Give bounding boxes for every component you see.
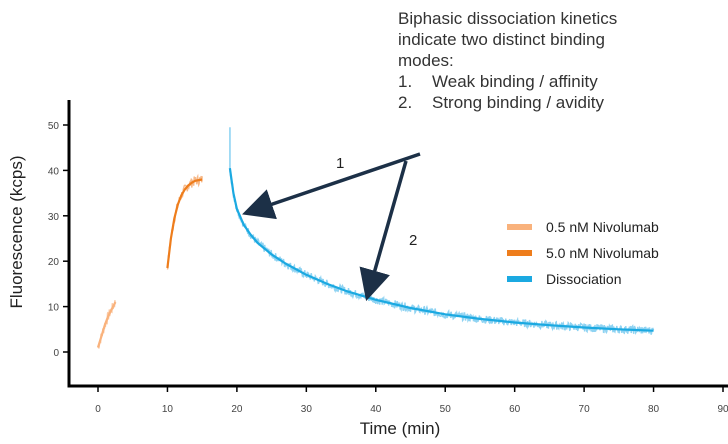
legend-swatch <box>507 250 532 256</box>
axes <box>67 100 728 388</box>
legend-label: Dissociation <box>546 271 621 287</box>
x-tick-label: 50 <box>440 404 452 415</box>
legend-swatch <box>507 224 532 230</box>
annotation-list-item: 1. Weak binding / affinity <box>398 71 728 92</box>
y-tick-label: 10 <box>48 303 60 314</box>
annotation-line: modes: <box>398 51 454 70</box>
y-axis-label: Fluorescence (kcps) <box>7 155 26 308</box>
y-tick-label: 40 <box>48 166 60 177</box>
arrow-label-1: 1 <box>336 155 344 172</box>
annotation-arrows: 12 <box>242 152 421 302</box>
legend-label: 5.0 nM Nivolumab <box>546 245 659 261</box>
x-tick-label: 60 <box>509 404 521 415</box>
y-tick-label: 30 <box>48 212 60 223</box>
x-tick-label: 0 <box>95 404 101 415</box>
y-tick-label: 50 <box>48 121 60 132</box>
arrow-2 <box>359 160 408 302</box>
series-fit-line <box>166 178 203 269</box>
ticks: 0 10 20 30 40 50 60 70 80 90 0 10 20 30 40 50 <box>48 121 728 415</box>
annotation-line: Biphasic dissociation kinetics <box>398 9 618 28</box>
series-fit-line <box>96 301 117 348</box>
series-fit-line <box>228 167 654 332</box>
x-tick-label: 10 <box>162 404 174 415</box>
x-tick-label: 30 <box>301 404 313 415</box>
annotation-list-item: 2. Strong binding / avidity <box>398 92 728 113</box>
x-axis-label: Time (min) <box>360 419 441 438</box>
legend-swatch <box>507 276 532 282</box>
legend: 0.5 nM Nivolumab 5.0 nM Nivolumab Dissocia… <box>507 219 659 287</box>
arrow-1 <box>242 152 421 220</box>
x-tick-label: 20 <box>231 404 243 415</box>
list-text: Strong binding / avidity <box>432 93 604 112</box>
x-tick-label: 90 <box>717 404 728 415</box>
legend-label: 0.5 nM Nivolumab <box>546 219 659 235</box>
series-group <box>96 127 655 349</box>
x-tick-label: 70 <box>579 404 591 415</box>
annotation-line: indicate two distinct binding <box>398 30 605 49</box>
annotation-text: Biphasic dissociation kinetics indicate … <box>398 8 728 113</box>
y-tick-label: 20 <box>48 257 60 268</box>
x-tick-label: 40 <box>370 404 382 415</box>
list-text: Weak binding / affinity <box>432 72 598 91</box>
list-number: 2. <box>398 93 413 112</box>
arrow-label-2: 2 <box>409 232 417 249</box>
list-number: 1. <box>398 72 413 91</box>
y-tick-label: 0 <box>53 348 59 359</box>
x-tick-label: 80 <box>648 404 660 415</box>
